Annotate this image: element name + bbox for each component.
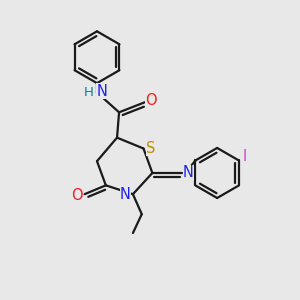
Text: O: O [71, 188, 82, 202]
Text: N: N [97, 84, 107, 99]
Text: I: I [243, 148, 247, 164]
Text: H: H [84, 86, 94, 99]
Text: N: N [120, 187, 131, 202]
Text: O: O [146, 93, 157, 108]
Text: S: S [146, 141, 156, 156]
Text: N: N [183, 166, 194, 181]
